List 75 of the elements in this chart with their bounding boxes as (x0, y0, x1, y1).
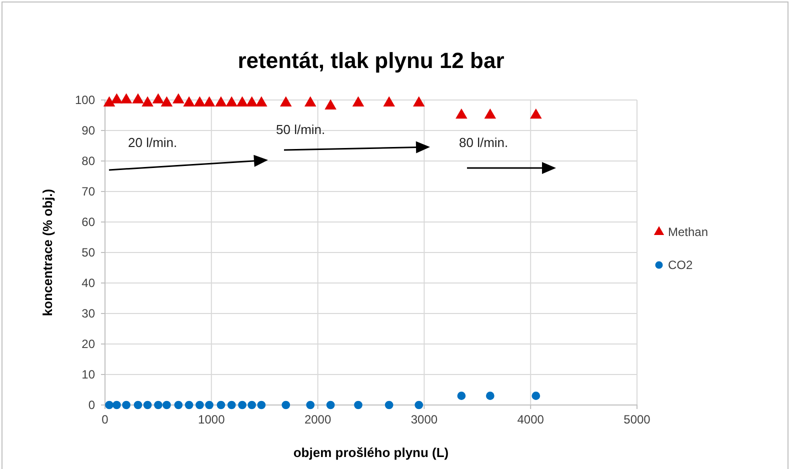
point (256, 96, 268, 106)
point (304, 96, 316, 106)
point (110, 93, 123, 104)
point (134, 400, 142, 410)
y-tick-label: 50 (82, 245, 96, 260)
point (184, 400, 194, 410)
point (132, 93, 144, 104)
point (154, 400, 162, 410)
point (486, 392, 494, 400)
point (306, 400, 315, 410)
x-tick-label: 0 (102, 412, 109, 427)
point (246, 96, 258, 106)
point (226, 96, 238, 106)
point (216, 400, 226, 410)
point (105, 400, 114, 410)
y-tick-label: 90 (82, 123, 96, 138)
point (354, 400, 362, 410)
y-tick-label: 30 (82, 306, 96, 320)
point (196, 400, 204, 410)
x-tick-label: 1000 (198, 412, 226, 427)
point (412, 96, 425, 106)
point (162, 400, 171, 410)
point (280, 96, 292, 106)
point (384, 400, 394, 410)
legend-label: Methan (668, 225, 708, 239)
point (383, 96, 395, 106)
point (236, 96, 248, 106)
point (282, 400, 290, 410)
point (227, 400, 236, 410)
point (160, 96, 173, 106)
point (530, 108, 542, 119)
annotation: 50 l/min. (276, 122, 326, 137)
point (194, 96, 206, 106)
chart-title: retentát, tlak plynu 12 bar (238, 48, 505, 73)
point (183, 96, 195, 106)
point (414, 400, 424, 410)
point (484, 108, 496, 119)
y-tick-label: 60 (82, 214, 96, 229)
y-tick-label: 70 (82, 184, 96, 198)
point (532, 392, 540, 400)
point (248, 400, 256, 410)
annotation: 80 l/min. (459, 135, 508, 150)
y-tick-label: 20 (82, 336, 96, 351)
point (352, 96, 364, 106)
x-tick-label: 3000 (410, 412, 438, 427)
point (324, 99, 336, 110)
x-tick-label: 5000 (624, 412, 651, 427)
legend-label: CO2 (668, 258, 693, 272)
point (457, 392, 466, 400)
point (143, 400, 152, 410)
point (112, 400, 121, 410)
point (456, 108, 468, 119)
y-tick-label: 40 (82, 276, 96, 290)
point (203, 96, 216, 106)
y-axis-title: koncentrace (% obj.) (40, 188, 55, 316)
point (120, 93, 132, 104)
point (103, 96, 116, 106)
annotation: 20 l/min. (128, 135, 178, 150)
y-tick-label: 0 (88, 398, 96, 412)
point (152, 93, 164, 104)
y-tick-label: 80 (82, 154, 96, 168)
point (172, 93, 184, 104)
point (257, 400, 266, 410)
x-tick-label: 4000 (517, 412, 544, 427)
point (174, 400, 183, 410)
x-axis-title: objem prošlého plynu (L) (293, 445, 449, 460)
point (205, 400, 214, 410)
y-tick-label: 10 (82, 367, 96, 382)
x-tick-label: 2000 (304, 412, 332, 427)
point (238, 400, 246, 410)
y-tick-label: 100 (74, 92, 96, 107)
point (142, 96, 154, 106)
point (326, 400, 335, 410)
point (215, 96, 227, 106)
point (122, 400, 130, 410)
